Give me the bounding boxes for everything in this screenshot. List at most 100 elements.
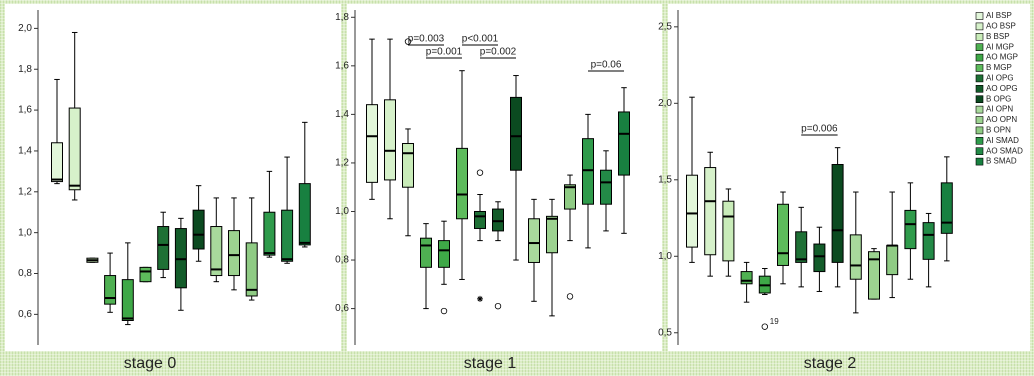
legend-label: AO OPG [986,84,1018,93]
box-plot [704,151,717,277]
box [582,138,594,205]
box-plot [777,191,789,285]
y-tick-label: 1,6 [18,105,32,116]
box-plot [68,31,81,201]
y-tick-label: 1,5 [658,174,672,185]
outlier [404,38,412,45]
y-tick-label: 1,0 [335,206,349,217]
box [228,230,240,277]
legend-label: AO MGP [986,53,1018,62]
box-plot [940,156,953,262]
box [492,208,504,232]
y-tick-label: 2,0 [18,23,32,34]
box-plot [849,191,862,314]
box [618,111,630,176]
box [68,107,81,191]
box [922,222,935,260]
box [904,209,917,250]
box-plot [510,75,522,261]
box-plot [740,261,753,303]
box [564,184,576,210]
box-plot [228,197,240,291]
box [474,210,486,229]
box-plot [174,217,187,311]
box-plot [922,212,935,288]
y-tick-label: 2,5 [658,21,672,32]
box-plot [904,182,917,280]
box-plot [831,147,844,288]
box [510,96,522,171]
box [704,167,717,256]
y-tick-label: 1,2 [18,186,32,197]
legend-label: AO OPN [986,115,1017,124]
box [298,183,311,246]
box-plot [420,223,432,310]
box-plot [402,38,414,237]
box [886,245,899,276]
box [121,279,134,321]
box-plot [366,38,378,200]
box [157,226,170,270]
box [777,203,789,266]
box [722,200,735,262]
legend-swatch [975,116,984,124]
box [600,169,612,205]
x-axis-label: stage 0 [124,355,177,372]
panel: 0,5 1,0 1,5 2,0 2,5 19 p=0.006 [658,4,1030,351]
box [402,143,414,188]
box [868,251,880,300]
box-plot [686,96,698,263]
y-tick-label: 1,0 [18,227,32,238]
y-tick-label: 0,8 [335,255,349,266]
panel-background [668,4,1030,351]
y-tick-label: 1,8 [335,12,349,23]
box [174,228,187,289]
box-plot [886,191,899,299]
x-axis-label: stage 1 [464,355,517,372]
outlier-extreme [477,295,483,302]
box-plot [298,121,311,248]
box [831,163,844,263]
box-plot [281,156,294,264]
box-plot [139,266,152,283]
box-plot [722,188,735,277]
legend-label: AI OPN [986,105,1013,114]
legend-swatch [975,64,984,72]
box-plot [263,170,276,258]
legend-label: B SMAD [986,157,1017,166]
box-plot [795,206,808,288]
y-tick-label: 1,4 [18,146,32,157]
annotation: p=0.001 [426,47,463,58]
legend-swatch [975,147,984,155]
box-plot [600,150,612,232]
annotation: p=0.003 [408,34,445,45]
box [104,275,117,305]
box-plot [210,197,223,283]
box [139,266,152,283]
box [686,174,698,248]
box [420,237,432,268]
box [192,209,205,250]
box [740,271,753,285]
legend-swatch [975,157,984,166]
box-plot [86,257,99,263]
box-plot [528,198,540,302]
legend-swatch [975,126,984,135]
box [940,182,953,234]
y-tick-label: 0,6 [335,303,349,314]
box-plot [492,201,504,310]
outlier [494,302,502,310]
box-plot [438,220,450,315]
legend-label: AI SMAD [986,136,1019,145]
annotation: p=0.006 [801,124,838,135]
box [384,99,396,181]
y-tick-label: 1,0 [658,251,672,262]
box [456,147,468,220]
legend-swatch [975,43,984,52]
legend-swatch [975,137,984,145]
legend-swatch [975,85,984,93]
legend-label: B BSP [986,32,1010,41]
legend-label: B MGP [986,63,1012,72]
box-plot [157,211,170,279]
